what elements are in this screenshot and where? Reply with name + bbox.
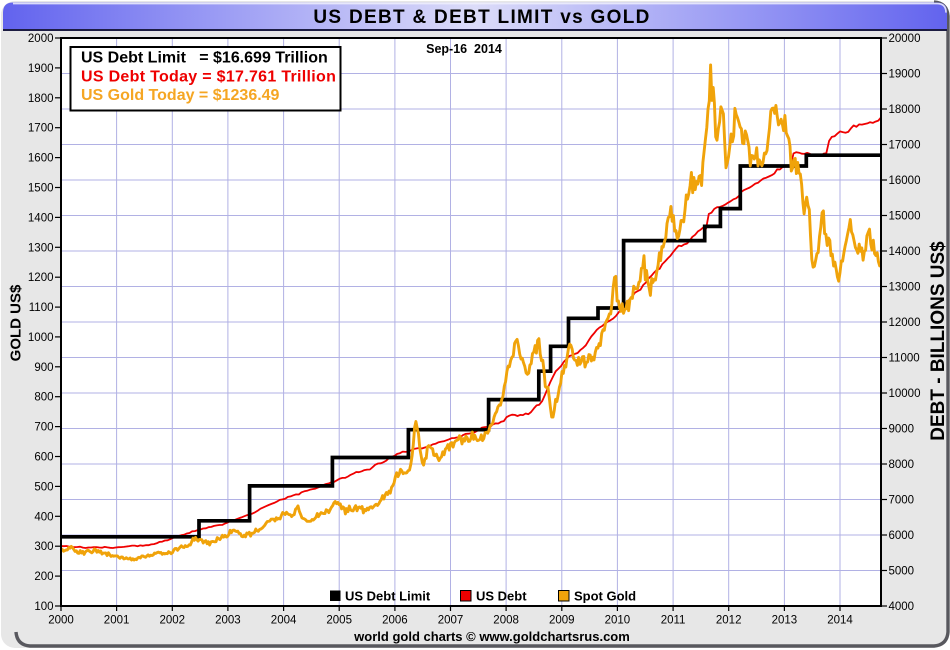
svg-text:500: 500 [34,481,53,493]
svg-text:13000: 13000 [889,282,921,294]
svg-text:300: 300 [34,541,53,553]
svg-text:2012: 2012 [716,615,742,627]
svg-text:1100: 1100 [29,302,54,314]
svg-text:600: 600 [34,452,53,464]
svg-text:2014: 2014 [827,615,853,627]
svg-text:700: 700 [34,422,53,434]
svg-text:19000: 19000 [889,69,921,81]
svg-text:18000: 18000 [889,104,921,116]
svg-text:1300: 1300 [28,242,54,254]
svg-text:2000: 2000 [28,33,54,45]
svg-text:world gold charts © www.goldch: world gold charts © www.goldchartsrus.co… [353,629,630,644]
svg-text:2001: 2001 [104,615,130,627]
svg-text:7000: 7000 [889,495,915,507]
svg-text:2005: 2005 [326,615,352,627]
svg-text:1700: 1700 [28,123,54,135]
svg-text:US Debt Today = $17.761 Trilli: US Debt Today = $17.761 Trillion [81,69,336,86]
svg-text:17000: 17000 [889,140,921,152]
svg-text:2003: 2003 [215,615,241,627]
svg-text:2006: 2006 [382,615,408,627]
svg-text:Sep-16 2014: Sep-16 2014 [426,42,502,56]
svg-text:8000: 8000 [889,459,915,471]
svg-text:800: 800 [34,392,53,404]
svg-text:6000: 6000 [889,530,915,542]
svg-text:11000: 11000 [889,353,920,365]
svg-text:Spot Gold: Spot Gold [574,589,636,604]
svg-text:14000: 14000 [889,246,921,258]
svg-text:2000: 2000 [48,615,74,627]
svg-text:400: 400 [34,511,53,523]
svg-text:9000: 9000 [889,424,915,436]
svg-text:2002: 2002 [160,615,186,627]
svg-text:2004: 2004 [271,615,297,627]
svg-text:1600: 1600 [28,153,54,165]
svg-text:1200: 1200 [28,272,54,284]
svg-text:DEBT - BILLIONS US$: DEBT - BILLIONS US$ [928,241,949,441]
svg-text:1800: 1800 [28,93,54,105]
svg-text:1400: 1400 [28,212,54,224]
svg-text:5000: 5000 [889,566,915,578]
svg-text:US Debt Limit: US Debt Limit [345,589,431,604]
svg-text:2009: 2009 [549,615,575,627]
svg-text:15000: 15000 [889,211,921,223]
svg-text:2010: 2010 [605,615,631,627]
svg-text:US Debt Limit = $16.699 Tril: US Debt Limit = $16.699 Trillion [81,50,328,67]
svg-text:2007: 2007 [438,615,464,627]
svg-text:1000: 1000 [28,332,54,344]
svg-text:10000: 10000 [889,388,921,400]
svg-text:1500: 1500 [28,183,54,195]
svg-text:20000: 20000 [889,33,921,45]
svg-text:100: 100 [34,601,53,613]
svg-text:4000: 4000 [889,601,915,613]
svg-text:1900: 1900 [28,63,54,75]
svg-text:2011: 2011 [661,615,686,627]
svg-text:US Gold Today = $1236.49: US Gold Today = $1236.49 [81,87,280,104]
svg-text:2008: 2008 [493,615,519,627]
svg-text:900: 900 [34,362,53,374]
svg-text:US DEBT & DEBT LIMIT vs GOLD: US DEBT & DEBT LIMIT vs GOLD [313,7,650,28]
svg-text:2013: 2013 [772,615,798,627]
svg-text:16000: 16000 [889,175,921,187]
svg-text:200: 200 [34,571,53,583]
svg-text:12000: 12000 [889,317,921,329]
svg-text:GOLD US$: GOLD US$ [8,284,25,361]
svg-text:US Debt: US Debt [476,589,527,604]
